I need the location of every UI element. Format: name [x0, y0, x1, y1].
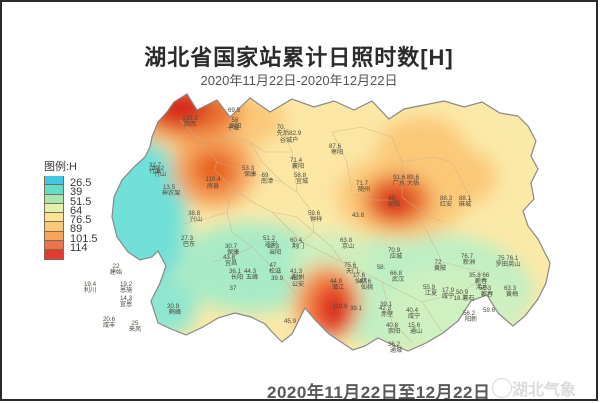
svg-text:仙桃: 仙桃 — [355, 277, 367, 285]
svg-text:37: 37 — [230, 285, 237, 292]
svg-text:新洲: 新洲 — [463, 258, 475, 266]
svg-text:竹山: 竹山 — [154, 170, 166, 178]
svg-text:建始: 建始 — [110, 268, 122, 276]
svg-text:麻城: 麻城 — [459, 200, 471, 208]
svg-text:保康: 保康 — [244, 170, 256, 178]
svg-text:红安: 红安 — [440, 200, 452, 208]
svg-text:武汉: 武汉 — [392, 275, 404, 283]
svg-text:应城: 应城 — [390, 252, 402, 260]
svg-text:潜江: 潜江 — [332, 283, 344, 291]
svg-text:京山: 京山 — [342, 242, 354, 250]
svg-text:宜城: 宜城 — [296, 177, 308, 185]
svg-text:利川: 利川 — [84, 286, 96, 294]
svg-text:咸宁: 咸宁 — [442, 292, 454, 300]
svg-text:宜昌: 宜昌 — [225, 259, 237, 267]
svg-text:先后82.9: 先后82.9 — [277, 129, 302, 137]
svg-text:59.6: 59.6 — [483, 307, 496, 314]
svg-text:松滋: 松滋 — [269, 267, 281, 275]
svg-text:罗田英山: 罗田英山 — [496, 260, 521, 268]
svg-text:五峰: 五峰 — [246, 273, 258, 281]
svg-text:广水 大悟: 广水 大悟 — [393, 179, 419, 187]
svg-text:谷城户: 谷城户 — [280, 136, 299, 144]
svg-text:69.5: 69.5 — [228, 107, 241, 114]
svg-text:南漳: 南漳 — [261, 177, 273, 185]
svg-text:阳新: 阳新 — [465, 315, 477, 323]
svg-text:119.6: 119.6 — [332, 303, 348, 310]
svg-text:荆门: 荆门 — [292, 242, 304, 250]
svg-text:58.: 58. — [377, 264, 386, 271]
svg-text:安陆: 安陆 — [388, 200, 400, 208]
svg-text:神农架: 神农架 — [162, 189, 181, 197]
svg-text:43.8: 43.8 — [352, 212, 365, 219]
svg-text:咸宁: 咸宁 — [408, 312, 420, 320]
svg-text:39.9: 39.9 — [271, 275, 284, 282]
svg-text:黄陂: 黄陂 — [434, 264, 446, 272]
svg-text:鹤峰: 鹤峰 — [169, 308, 181, 316]
svg-text:长阳: 长阳 — [231, 273, 243, 281]
svg-text:郧西: 郧西 — [184, 120, 196, 128]
svg-text:39.1: 39.1 — [350, 305, 363, 312]
svg-text:咸丰: 咸丰 — [103, 321, 115, 329]
svg-text:蕲春: 蕲春 — [481, 290, 493, 298]
svg-text:通城: 通城 — [390, 346, 402, 354]
svg-text:45.9: 45.9 — [284, 318, 297, 325]
svg-text:黄梅: 黄梅 — [506, 290, 518, 298]
svg-text:十堰: 十堰 — [227, 124, 239, 132]
svg-text:枣阳: 枣阳 — [331, 148, 343, 156]
svg-text:崇阳: 崇阳 — [388, 327, 400, 335]
svg-text:赤壁: 赤壁 — [381, 310, 393, 318]
svg-text:随州: 随州 — [358, 185, 370, 193]
svg-text:钟祥: 钟祥 — [310, 215, 322, 223]
svg-text:兴山: 兴山 — [190, 215, 202, 223]
svg-text:房县: 房县 — [207, 182, 219, 190]
svg-text:宣恩: 宣恩 — [120, 300, 132, 308]
svg-text:通山: 通山 — [410, 327, 422, 335]
svg-text:江夏: 江夏 — [425, 290, 437, 297]
svg-text:18.薯石: 18.薯石 — [454, 294, 475, 302]
svg-text:襄阳: 襄阳 — [292, 162, 304, 170]
svg-text:巴东: 巴东 — [183, 240, 195, 248]
svg-text:110.4: 110.4 — [205, 176, 221, 183]
svg-text:当阳: 当阳 — [269, 248, 281, 256]
svg-text:恩施: 恩施 — [120, 286, 132, 294]
svg-text:来凤: 来凤 — [129, 326, 141, 333]
svg-text:公安: 公安 — [292, 280, 304, 288]
